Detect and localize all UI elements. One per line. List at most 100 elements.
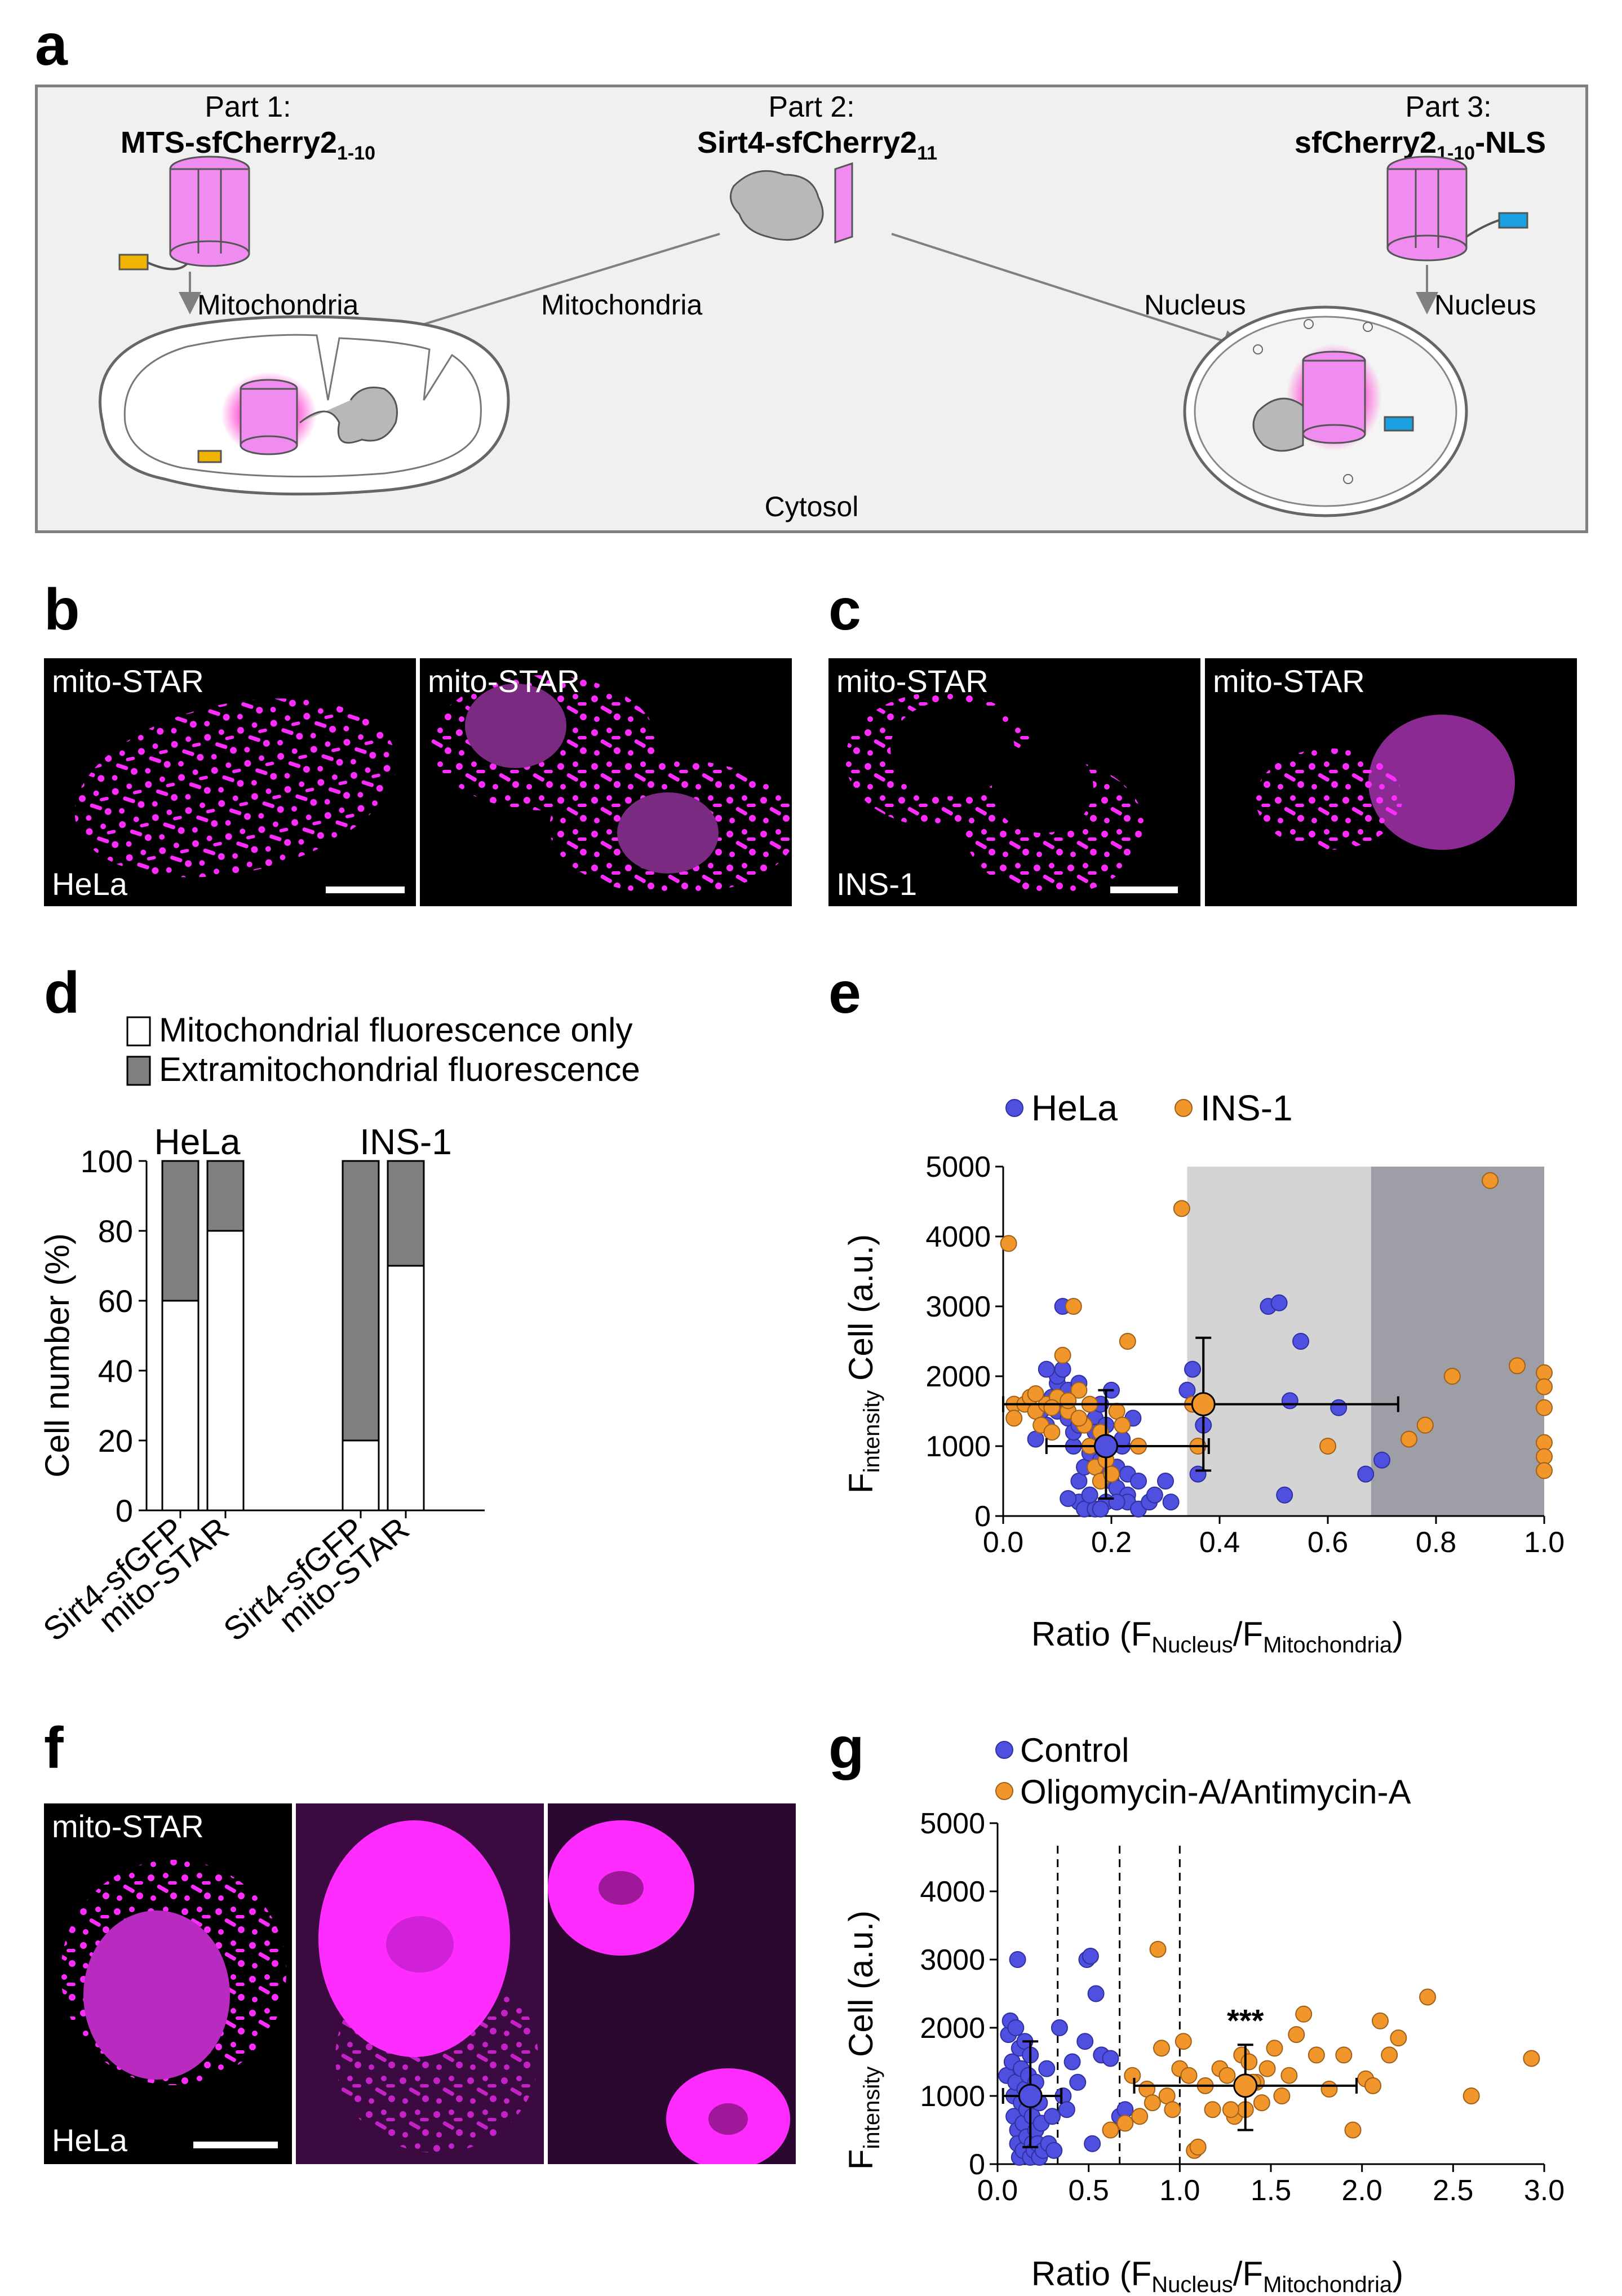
bar-chart-d: Mitochondrial fluorescence only Extramit… — [37, 1011, 640, 1648]
mean-marker — [1191, 1392, 1216, 1417]
nucleus-icon — [1183, 305, 1468, 517]
e-x-axis-title: Ratio (FNucleus/FMitochondria) — [1031, 1615, 1403, 1657]
micrograph-c1: mito-STAR INS-1 — [828, 658, 1200, 906]
data-point — [1258, 2060, 1276, 2077]
data-point — [1372, 2012, 1389, 2029]
bar-segment — [161, 1300, 200, 1512]
data-point — [1007, 2019, 1025, 2036]
part1-title: Part 1: — [205, 91, 291, 123]
y-tick-label: 1000 — [925, 1430, 991, 1463]
data-point — [1482, 1172, 1499, 1189]
data-point — [1087, 1985, 1105, 2002]
data-point — [1108, 1403, 1125, 1420]
data-point — [1070, 1409, 1088, 1427]
part3-title: Part 3: — [1405, 91, 1492, 123]
y-tick-label: 3000 — [920, 1944, 985, 1976]
data-point — [1081, 1486, 1098, 1504]
schematic-diagram — [99, 156, 1528, 517]
data-point — [1344, 2121, 1362, 2139]
group-label-ins1: INS-1 — [360, 1122, 452, 1162]
y-tick-label: 1000 — [920, 2080, 985, 2113]
d-y-axis-title: Cell number (%) — [38, 1233, 76, 1477]
legend-marker-ins1 — [1175, 1099, 1193, 1117]
data-point — [1069, 2073, 1087, 2091]
significance-annotation: *** — [1227, 2002, 1264, 2038]
cytosol-label: Cytosol — [764, 491, 859, 522]
data-point — [1070, 1381, 1088, 1399]
data-point — [1164, 2101, 1181, 2118]
data-point — [1009, 1951, 1026, 1968]
legend-marker-oligo — [995, 1782, 1013, 1800]
part1-name: MTS-sfCherry21-10 — [120, 126, 376, 164]
data-point — [1076, 2033, 1094, 2050]
micrograph-b2-label: mito-STAR — [428, 663, 580, 699]
panel-label-a: a — [35, 12, 68, 78]
group-label-hela: HeLa — [154, 1122, 241, 1162]
data-point — [1027, 1385, 1044, 1402]
data-point — [1038, 1360, 1055, 1378]
data-point — [1175, 2033, 1192, 2050]
x-tick-label: 0.5 — [1069, 2174, 1109, 2207]
micrograph-b1: mito-STAR HeLa — [44, 658, 416, 906]
scale-bar-b — [326, 887, 405, 893]
data-point — [1330, 1399, 1348, 1416]
micrograph-b1-label: mito-STAR — [52, 663, 204, 699]
bar-segment — [206, 1230, 245, 1512]
data-point — [1000, 1235, 1017, 1252]
bar-segment — [387, 1160, 425, 1267]
bar-segment — [161, 1160, 200, 1302]
data-point — [1027, 1430, 1044, 1448]
data-point — [1180, 2067, 1198, 2084]
data-point — [1523, 2050, 1540, 2067]
legend-text-hela: HeLa — [1031, 1088, 1118, 1128]
data-point — [1054, 1360, 1071, 1378]
data-point — [1102, 2050, 1119, 2067]
data-point — [1281, 1392, 1299, 1409]
x-tick-label: 1.0 — [1524, 1526, 1565, 1559]
y-tick-label: 5000 — [925, 1151, 991, 1184]
micrograph-c2-label: mito-STAR — [1213, 663, 1365, 699]
bar-segment — [342, 1439, 380, 1512]
micrograph-f3 — [548, 1803, 796, 2164]
data-point — [1364, 2077, 1382, 2094]
arrow-label-nucleus-right: Nucleus — [1434, 289, 1536, 321]
data-point — [1070, 1473, 1088, 1490]
y-tick-label: 5000 — [920, 1807, 985, 1840]
data-point — [1124, 2067, 1141, 2084]
shaded-region — [1187, 1167, 1371, 1516]
legend-text-ins1: INS-1 — [1200, 1088, 1293, 1128]
data-point — [1130, 1473, 1147, 1490]
data-point — [1295, 2005, 1313, 2023]
y-tick-label: 0 — [974, 1500, 991, 1533]
legend-text-mito-only: Mitochondrial fluorescence only — [159, 1011, 632, 1049]
data-point — [1308, 2046, 1325, 2064]
panel-label-e: e — [828, 960, 861, 1026]
data-point — [1116, 2115, 1134, 2132]
data-point — [1153, 2040, 1170, 2057]
y-tick-label: 4000 — [925, 1221, 991, 1253]
data-point — [1273, 2087, 1291, 2104]
data-point — [1060, 1490, 1077, 1507]
part2-name: Sirt4-sfCherry211 — [697, 126, 938, 164]
part3-name: sfCherry21-10-NLS — [1294, 126, 1546, 164]
x-tick-label: 0.6 — [1308, 1526, 1348, 1559]
data-point — [1044, 2108, 1061, 2125]
data-point — [1144, 2094, 1161, 2112]
d-y-tick-label: 0 — [116, 1493, 133, 1528]
scale-bar-c — [1110, 887, 1178, 893]
micrograph-f-label: mito-STAR — [52, 1809, 204, 1844]
micrograph-f-cell-label: HeLa — [52, 2122, 127, 2158]
y-tick-label: 2000 — [925, 1360, 991, 1393]
data-point — [1043, 1424, 1061, 1441]
y-tick-label: 3000 — [925, 1291, 991, 1323]
x-tick-label: 2.0 — [1342, 2174, 1382, 2207]
panel-label-g: g — [828, 1716, 865, 1781]
data-point — [1045, 2142, 1063, 2159]
data-point — [1373, 1451, 1390, 1469]
data-point — [1060, 1392, 1077, 1409]
y-tick-label: 2000 — [920, 2012, 985, 2045]
data-point — [1319, 1438, 1336, 1455]
panel-label-c: c — [828, 577, 861, 642]
data-point — [1189, 2138, 1207, 2156]
mean-marker — [1093, 1434, 1118, 1459]
